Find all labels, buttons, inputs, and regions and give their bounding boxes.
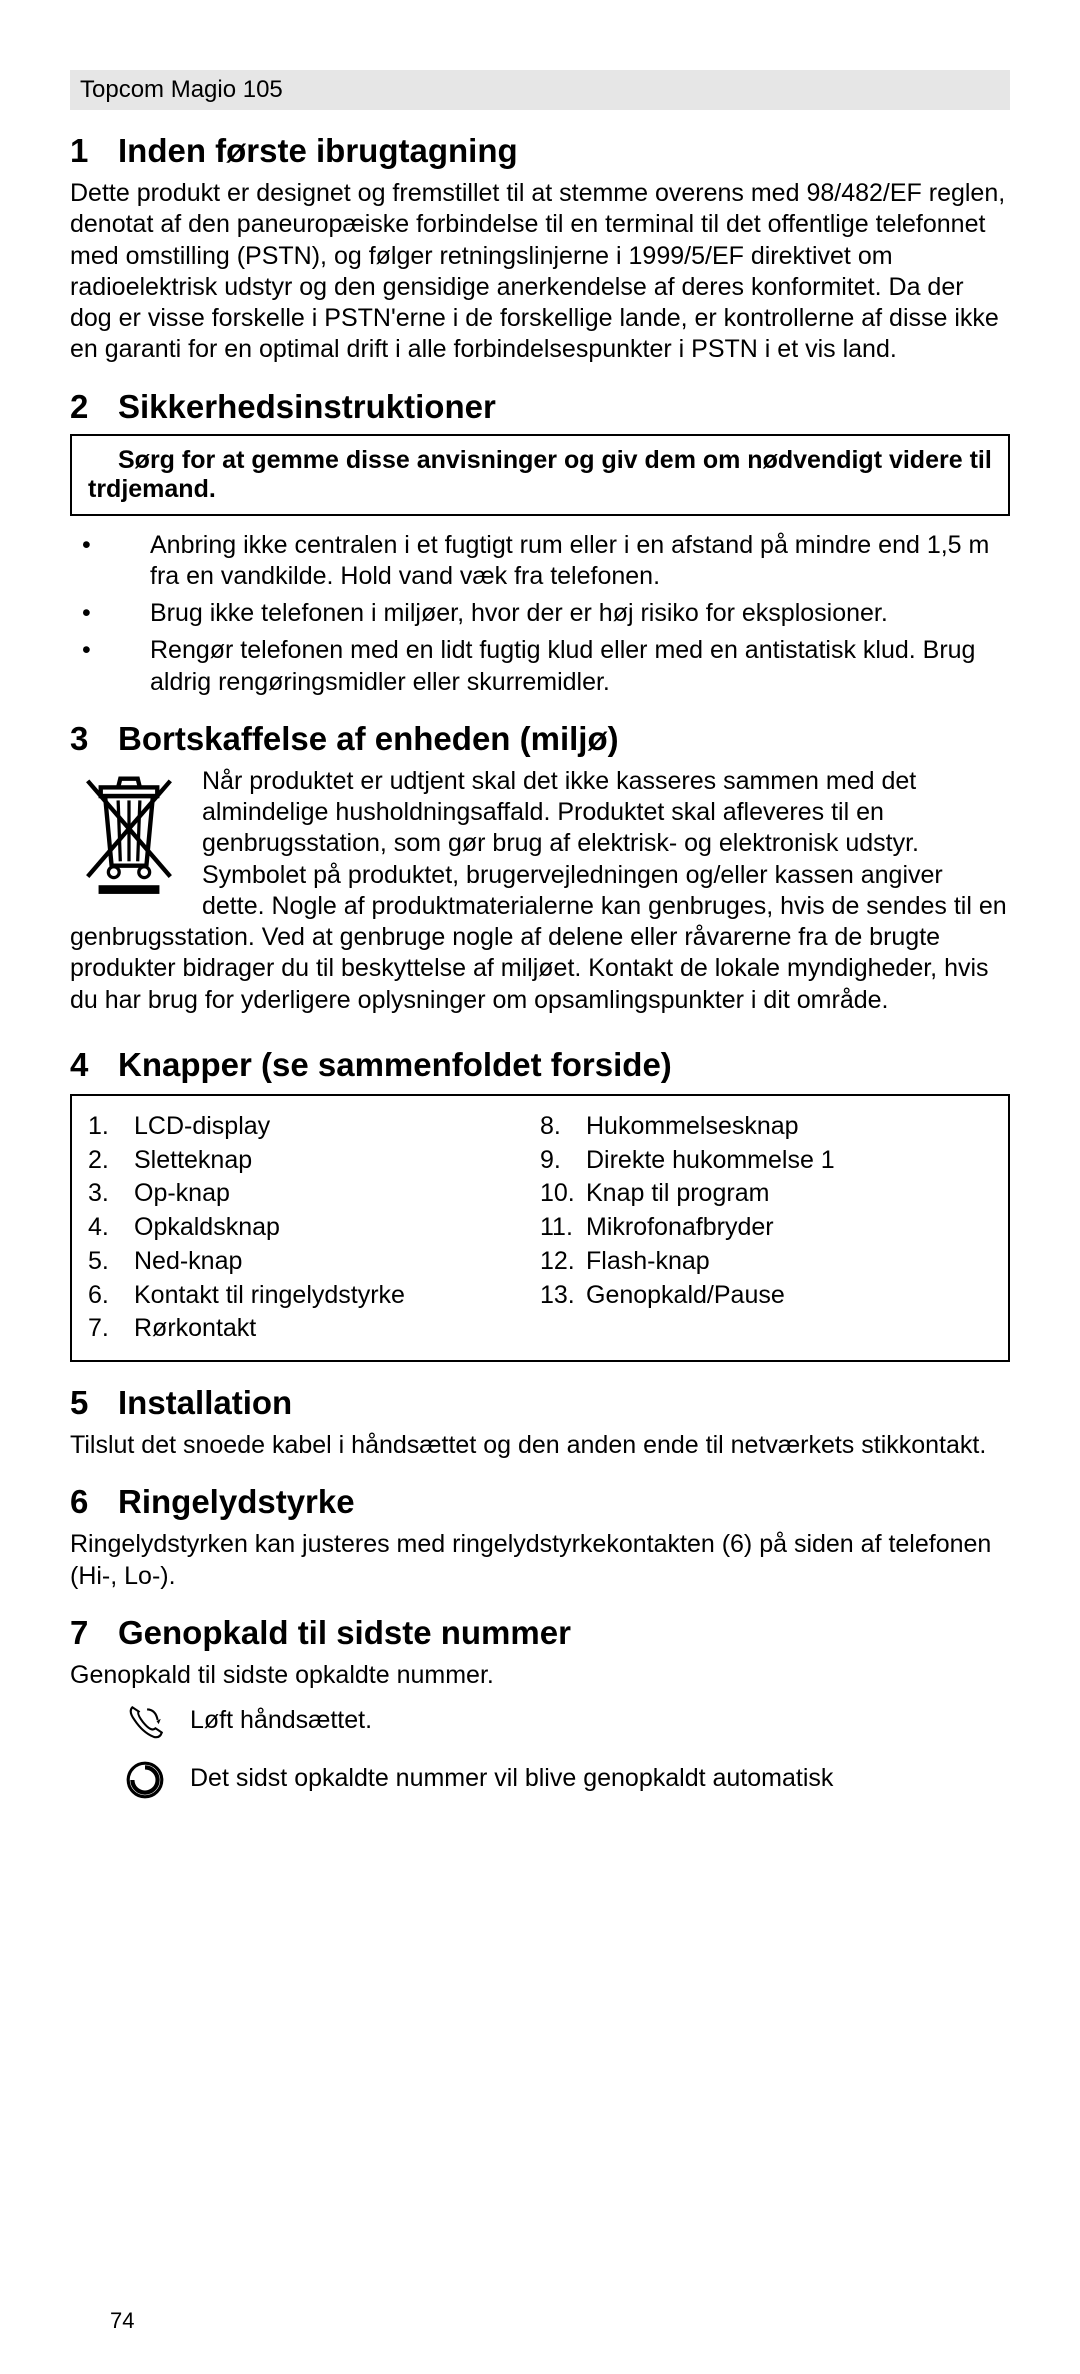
product-name: Topcom Magio 105 — [80, 76, 283, 103]
button-label: Genopkald/Pause — [586, 1279, 785, 1313]
redial-icon — [70, 1759, 190, 1801]
button-num: 11. — [540, 1211, 586, 1245]
section-number: 3 — [70, 720, 118, 758]
button-label: Ned-knap — [134, 1245, 242, 1279]
section-3-body: Når produktet er udtjent skal det ikke k… — [70, 766, 1010, 1016]
section-title: Bortskaffelse af enheden (miljø) — [118, 720, 1010, 758]
button-num: 12. — [540, 1245, 586, 1279]
section-5-body: Tilslut det snoede kabel i håndsættet og… — [70, 1430, 1010, 1461]
section-title: Genopkald til sidste nummer — [118, 1614, 1010, 1652]
button-num: 8. — [540, 1110, 586, 1144]
button-label: Flash-knap — [586, 1245, 710, 1279]
button-num: 1. — [88, 1110, 134, 1144]
button-table-row: 6.Kontakt til ringelydstyrke — [88, 1279, 540, 1313]
section-6-heading: 6 Ringelydstyrke — [70, 1483, 1010, 1521]
section-title: Ringelydstyrke — [118, 1483, 1010, 1521]
button-table-row: 12.Flash-knap — [540, 1245, 992, 1279]
section-4-heading: 4 Knapper (se sammenfoldet forside) — [70, 1046, 1010, 1084]
disposal-block: Når produktet er udtjent skal det ikke k… — [70, 766, 1010, 1024]
page: Topcom Magio 105 1 Inden første ibrugtag… — [0, 0, 1080, 2374]
step-row: Det sidst opkaldte nummer vil blive geno… — [70, 1759, 1010, 1801]
button-num: 2. — [88, 1144, 134, 1178]
weee-bin-icon — [74, 770, 184, 895]
redial-steps: Løft håndsættet. Det sidst opkaldte numm… — [70, 1701, 1010, 1801]
section-1-heading: 1 Inden første ibrugtagning — [70, 132, 1010, 170]
section-title: Knapper (se sammenfoldet forside) — [118, 1046, 1010, 1084]
button-label: Mikrofonafbryder — [586, 1211, 774, 1245]
section-7-body: Genopkald til sidste opkaldte nummer. — [70, 1660, 1010, 1691]
button-table: 1.LCD-display2.Sletteknap3.Op-knap4.Opka… — [70, 1094, 1010, 1362]
button-table-row: 8.Hukommelsesknap — [540, 1110, 992, 1144]
handset-icon — [70, 1701, 190, 1743]
button-num: 9. — [540, 1144, 586, 1178]
warning-text: Sørg for at gemme disse anvisninger og g… — [88, 446, 992, 504]
button-num: 5. — [88, 1245, 134, 1279]
button-num: 13. — [540, 1279, 586, 1313]
warning-box: Sørg for at gemme disse anvisninger og g… — [70, 434, 1010, 516]
button-table-row: 3.Op-knap — [88, 1177, 540, 1211]
header-bar: Topcom Magio 105 — [70, 70, 1010, 110]
page-number: 74 — [110, 2308, 134, 2334]
section-5-heading: 5 Installation — [70, 1384, 1010, 1422]
button-label: Knap til program — [586, 1177, 769, 1211]
step-row: Løft håndsættet. — [70, 1701, 1010, 1743]
button-num: 10. — [540, 1177, 586, 1211]
section-1-body: Dette produkt er designet og fremstillet… — [70, 178, 1010, 366]
button-table-right: 8.Hukommelsesknap9.Direkte hukommelse 11… — [540, 1110, 992, 1346]
button-label: Rørkontakt — [134, 1312, 256, 1346]
safety-bullet: Anbring ikke centralen i et fugtigt rum … — [70, 530, 1010, 593]
button-table-row: 11.Mikrofonafbryder — [540, 1211, 992, 1245]
section-3-heading: 3 Bortskaffelse af enheden (miljø) — [70, 720, 1010, 758]
button-table-row: 4.Opkaldsknap — [88, 1211, 540, 1245]
button-num: 3. — [88, 1177, 134, 1211]
button-label: Hukommelsesknap — [586, 1110, 799, 1144]
button-num: 4. — [88, 1211, 134, 1245]
button-table-row: 13.Genopkald/Pause — [540, 1279, 992, 1313]
section-number: 4 — [70, 1046, 118, 1084]
button-num: 7. — [88, 1312, 134, 1346]
button-table-row: 10.Knap til program — [540, 1177, 992, 1211]
step-text: Løft håndsættet. — [190, 1701, 1010, 1736]
step-text: Det sidst opkaldte nummer vil blive geno… — [190, 1759, 1010, 1794]
section-2-heading: 2 Sikkerhedsinstruktioner — [70, 388, 1010, 426]
button-label: LCD-display — [134, 1110, 270, 1144]
section-number: 5 — [70, 1384, 118, 1422]
section-title: Sikkerhedsinstruktioner — [118, 388, 1010, 426]
button-label: Op-knap — [134, 1177, 230, 1211]
safety-bullet: Brug ikke telefonen i miljøer, hvor der … — [70, 598, 1010, 629]
section-number: 1 — [70, 132, 118, 170]
section-6-body: Ringelydstyrken kan justeres med ringely… — [70, 1529, 1010, 1592]
button-label: Sletteknap — [134, 1144, 252, 1178]
button-table-row: 2.Sletteknap — [88, 1144, 540, 1178]
section-title: Inden første ibrugtagning — [118, 132, 1010, 170]
button-table-left: 1.LCD-display2.Sletteknap3.Op-knap4.Opka… — [88, 1110, 540, 1346]
button-table-row: 5.Ned-knap — [88, 1245, 540, 1279]
section-title: Installation — [118, 1384, 1010, 1422]
button-label: Kontakt til ringelydstyrke — [134, 1279, 405, 1313]
button-table-row: 1.LCD-display — [88, 1110, 540, 1144]
safety-bullet-list: Anbring ikke centralen i et fugtigt rum … — [70, 530, 1010, 698]
button-num: 6. — [88, 1279, 134, 1313]
button-label: Opkaldsknap — [134, 1211, 280, 1245]
button-table-row: 9.Direkte hukommelse 1 — [540, 1144, 992, 1178]
button-table-row: 7.Rørkontakt — [88, 1312, 540, 1346]
safety-bullet: Rengør telefonen med en lidt fugtig klud… — [70, 635, 1010, 698]
section-number: 2 — [70, 388, 118, 426]
button-label: Direkte hukommelse 1 — [586, 1144, 835, 1178]
section-7-heading: 7 Genopkald til sidste nummer — [70, 1614, 1010, 1652]
section-number: 6 — [70, 1483, 118, 1521]
section-number: 7 — [70, 1614, 118, 1652]
